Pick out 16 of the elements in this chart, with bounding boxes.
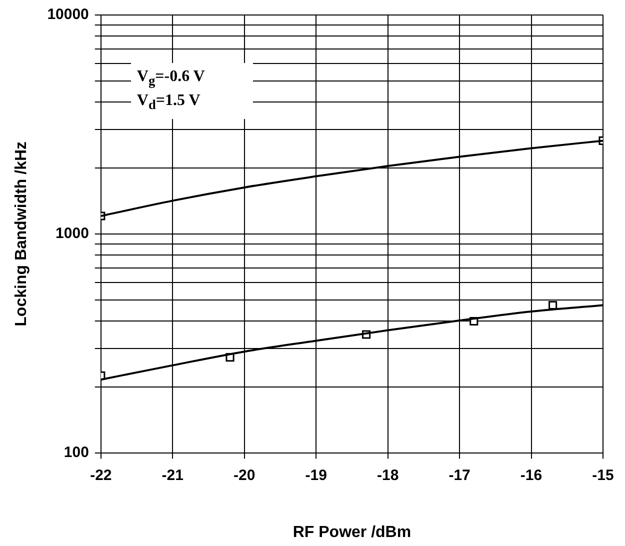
x-tick-label: -19 (305, 466, 327, 484)
x-axis-title: RF Power /dBm (292, 524, 412, 541)
y-tick-label: 100 (64, 444, 89, 461)
annotation: V$_{g}$=-0.6 V (136, 67, 206, 90)
x-tick-label: -15 (592, 466, 614, 484)
x-tick-label: -18 (376, 466, 399, 484)
x-tick-label: -20 (234, 466, 256, 484)
x-tick-label: -21 (162, 466, 184, 484)
x-tick-label: -22 (90, 466, 112, 484)
x-tick-label: -16 (520, 466, 542, 484)
annotation: V$_{d}$=1.5 V (136, 91, 202, 114)
y-tick-label: 1000 (56, 225, 89, 242)
y-tick-label: 10000 (47, 6, 89, 24)
label-box: V$_{g}$=-0.6 V V$_{d}$=1.5 V (130, 63, 253, 120)
y-axis-title: Locking Bandwidth /kHz (13, 141, 30, 326)
x-tick-label: -17 (448, 466, 470, 484)
